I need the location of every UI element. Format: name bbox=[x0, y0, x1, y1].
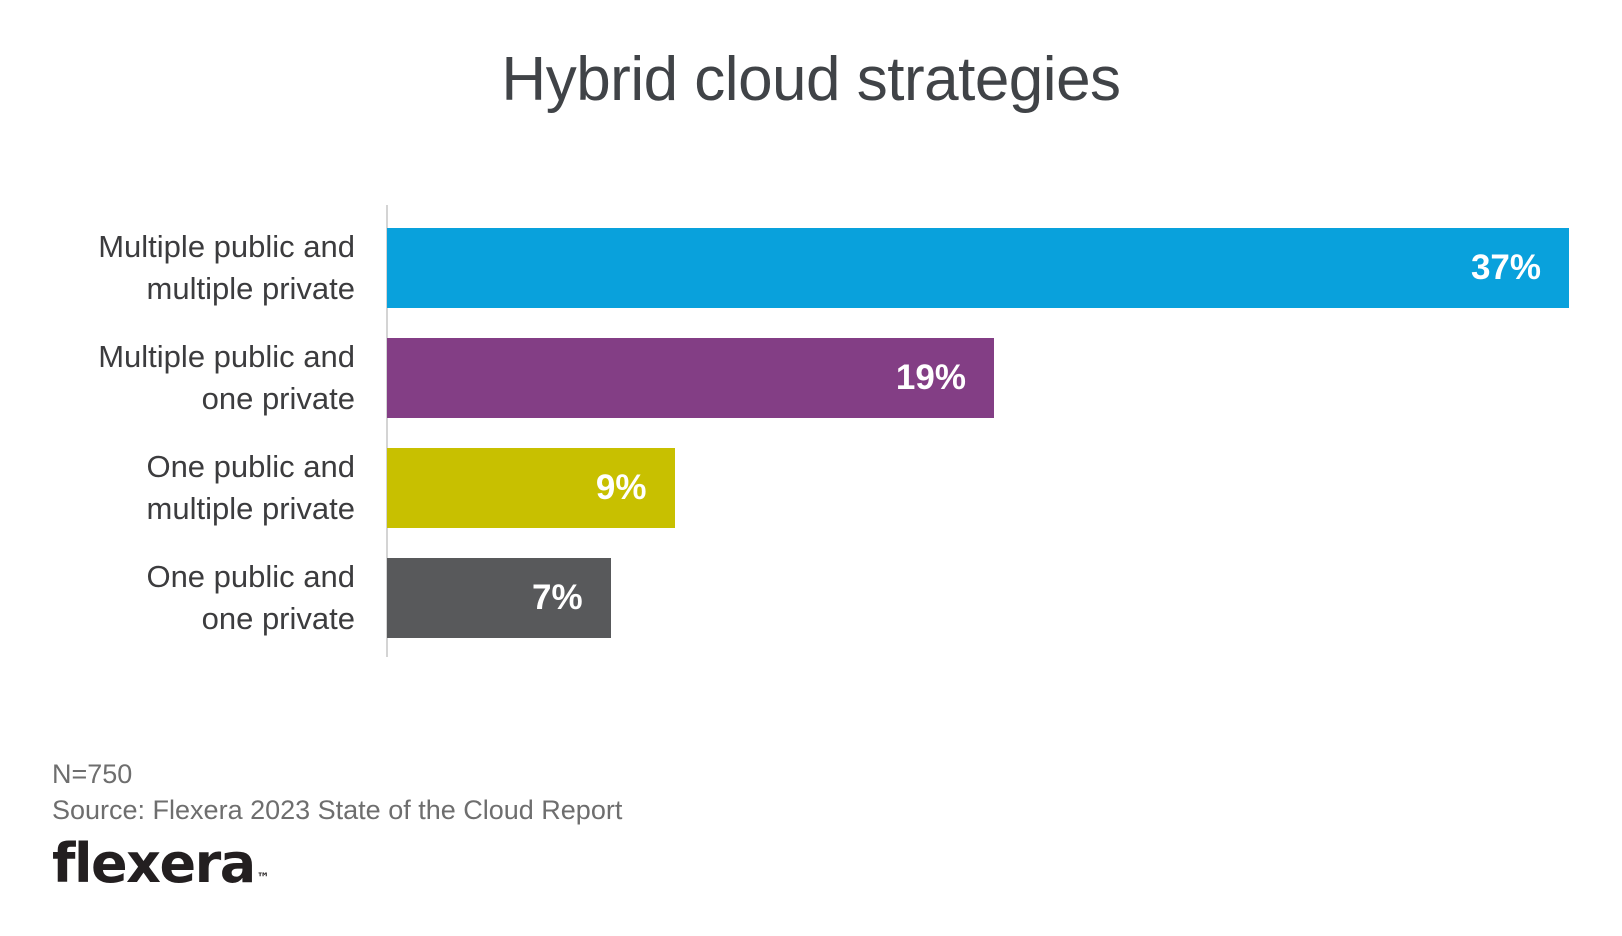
flexera-logo-text: flexera bbox=[52, 832, 256, 895]
bar: 9% bbox=[387, 448, 675, 528]
category-label-line: Multiple public and bbox=[98, 339, 355, 374]
category-label: One public and multiple private bbox=[0, 446, 355, 530]
category-label-line: multiple private bbox=[146, 271, 355, 306]
value-label: 37% bbox=[1470, 248, 1541, 287]
bar: 7% bbox=[387, 558, 611, 638]
chart-title: Hybrid cloud strategies bbox=[501, 45, 1121, 114]
trademark-symbol: ™ bbox=[256, 871, 270, 886]
category-label-line: One public and bbox=[146, 559, 355, 594]
source-note: Source: Flexera 2023 State of the Cloud … bbox=[52, 795, 623, 825]
category-label-line: one private bbox=[201, 381, 355, 416]
bar-track: 37% bbox=[387, 228, 1569, 308]
bar-row: Multiple public and multiple private 37% bbox=[0, 213, 1622, 323]
category-label-line: multiple private bbox=[146, 491, 355, 526]
bar-row: Multiple public and one private 19% bbox=[0, 323, 1622, 433]
category-label-line: One public and bbox=[146, 449, 355, 484]
category-label: Multiple public and multiple private bbox=[0, 226, 355, 310]
bar-row: One public and one private 7% bbox=[0, 543, 1622, 653]
bar-track: 9% bbox=[387, 448, 1569, 528]
bar: 37% bbox=[387, 228, 1569, 308]
bar-row: One public and multiple private 9% bbox=[0, 433, 1622, 543]
value-label: 19% bbox=[895, 358, 966, 397]
flexera-logo: flexera ™ bbox=[52, 832, 622, 895]
bar-track: 19% bbox=[387, 338, 1569, 418]
category-label: Multiple public and one private bbox=[0, 336, 355, 420]
category-label: One public and one private bbox=[0, 556, 355, 640]
bar: 19% bbox=[387, 338, 994, 418]
value-label: 9% bbox=[595, 468, 647, 507]
sample-size: N=750 bbox=[52, 759, 133, 789]
value-label: 7% bbox=[532, 578, 583, 617]
category-label-line: one private bbox=[201, 601, 355, 636]
chart-rows: Multiple public and multiple private 37% … bbox=[0, 213, 1622, 653]
category-label-line: Multiple public and bbox=[98, 229, 355, 264]
axis-line bbox=[386, 205, 388, 657]
footer: N=750 Source: Flexera 2023 State of the … bbox=[52, 756, 622, 895]
bar-track: 7% bbox=[387, 558, 1569, 638]
